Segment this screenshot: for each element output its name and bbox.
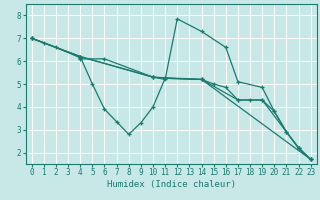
X-axis label: Humidex (Indice chaleur): Humidex (Indice chaleur) [107, 180, 236, 189]
